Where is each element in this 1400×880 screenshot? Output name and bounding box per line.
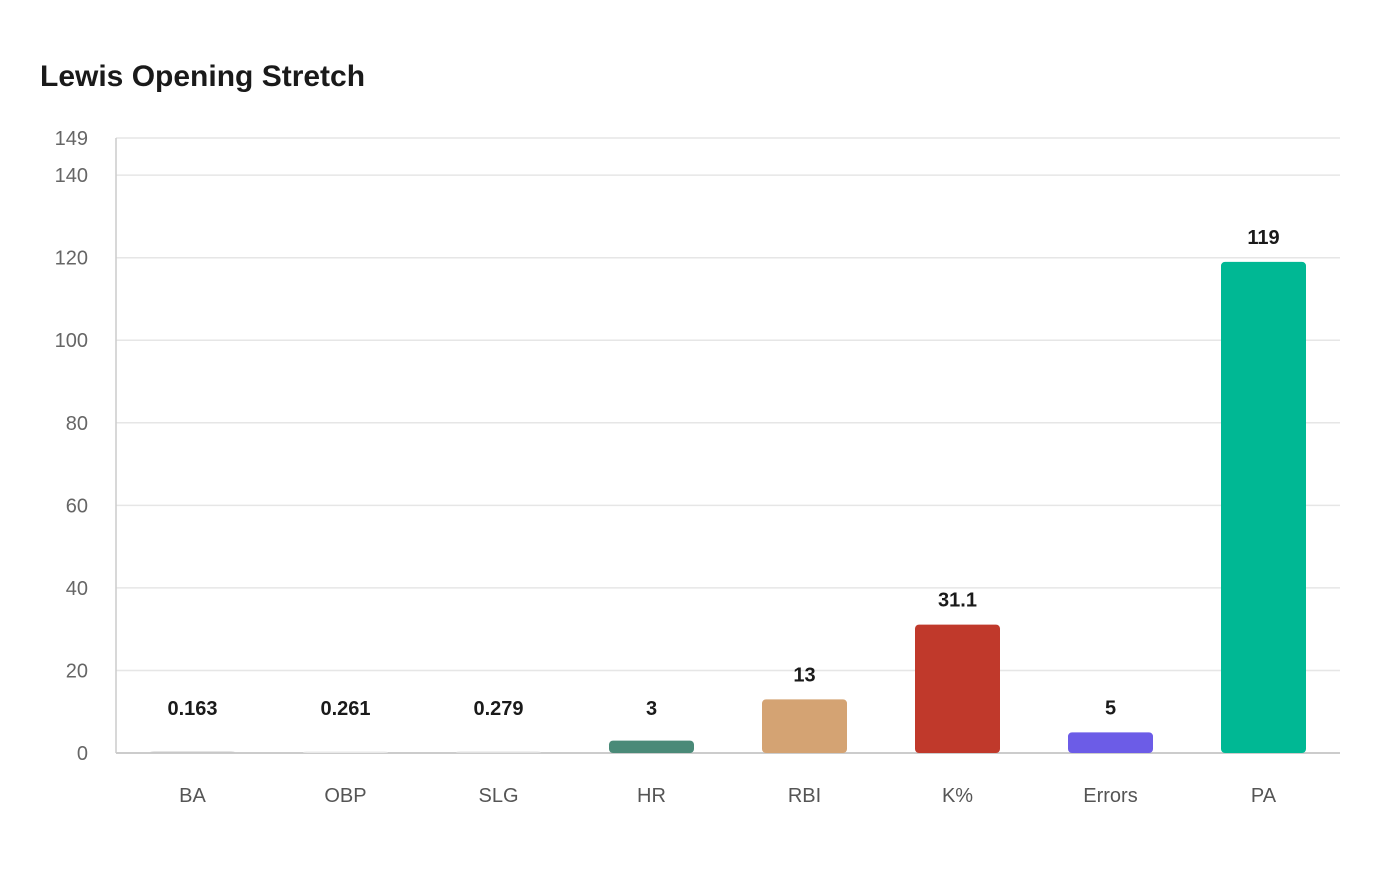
x-tick-label: PA bbox=[1251, 785, 1277, 807]
y-tick-label: 20 bbox=[66, 660, 88, 682]
gridlines bbox=[116, 137, 1340, 672]
bar-errors bbox=[1068, 732, 1153, 753]
bar-hr bbox=[609, 740, 694, 753]
x-tick-label: HR bbox=[637, 785, 666, 807]
x-tick-label: RBI bbox=[788, 785, 821, 807]
bar-pa bbox=[1221, 261, 1306, 753]
x-tick-label: OBP bbox=[324, 785, 366, 807]
data-label: 31.1 bbox=[938, 590, 977, 612]
y-axis-ticks: 0 20 40 60 80 100 120 140 149 bbox=[55, 128, 88, 765]
x-axis-ticks: BA OBP SLG HR RBI K% Errors PA bbox=[179, 785, 1277, 807]
x-tick-label: Errors bbox=[1083, 785, 1137, 807]
axes bbox=[115, 138, 1340, 754]
y-tick-label: 80 bbox=[66, 413, 88, 435]
y-tick-label: 140 bbox=[55, 165, 88, 187]
data-label: 119 bbox=[1247, 227, 1279, 249]
y-tick-label: 100 bbox=[55, 330, 88, 352]
data-label: 5 bbox=[1105, 697, 1116, 719]
y-tick-label: 0 bbox=[77, 743, 88, 765]
y-tick-label: 149 bbox=[55, 128, 88, 150]
bar-slg bbox=[456, 751, 541, 753]
y-tick-label: 120 bbox=[55, 248, 88, 270]
data-label: 3 bbox=[646, 698, 657, 720]
data-label: 13 bbox=[793, 664, 815, 686]
data-label: 0.163 bbox=[167, 698, 217, 720]
bar-k bbox=[915, 624, 1000, 753]
data-labels: 0.163 0.261 0.279 3 13 31.1 5 119 bbox=[167, 227, 1279, 720]
y-tick-label: 60 bbox=[66, 495, 88, 517]
chart-title: Lewis Opening Stretch bbox=[40, 60, 366, 93]
bar-obp bbox=[303, 751, 388, 753]
data-label: 0.261 bbox=[320, 698, 370, 720]
x-tick-label: BA bbox=[179, 785, 206, 807]
bars bbox=[150, 261, 1306, 753]
x-tick-label: SLG bbox=[478, 785, 518, 807]
bar-rbi bbox=[762, 699, 847, 753]
bar-ba bbox=[150, 751, 235, 753]
x-tick-label: K% bbox=[942, 785, 973, 807]
data-label: 0.279 bbox=[473, 698, 523, 720]
y-tick-label: 40 bbox=[66, 578, 88, 600]
